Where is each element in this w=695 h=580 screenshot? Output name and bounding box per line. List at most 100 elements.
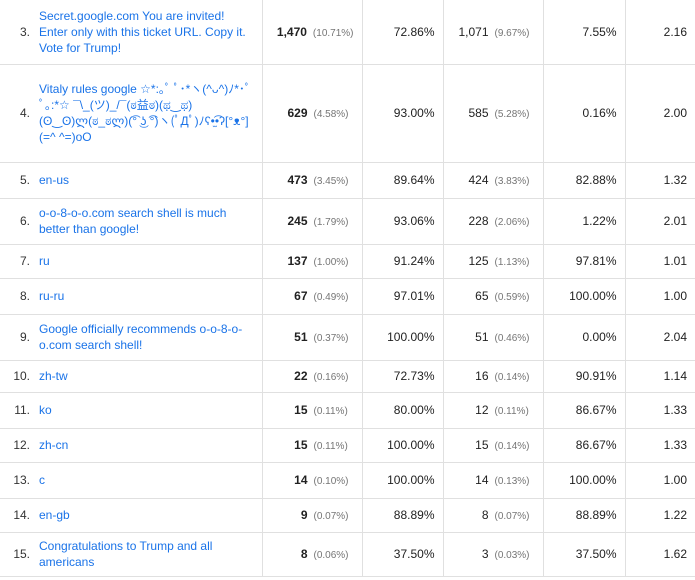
- new-users-percent: (0.59%): [494, 292, 530, 303]
- new-users-percent: (0.14%): [494, 372, 530, 383]
- pages-per-session-cell: 1.01: [625, 244, 695, 279]
- new-users-cell: 585 (5.28%): [443, 64, 544, 163]
- users-cell: 14 (0.10%): [262, 462, 363, 499]
- users-cell: 15 (0.11%): [262, 428, 363, 463]
- new-users-percent: (5.28%): [494, 109, 530, 120]
- new-sessions-cell: 72.73%: [362, 360, 444, 393]
- table-row: 10. zh-tw 22 (0.16%) 72.73% 16 (0.14%) 90.…: [0, 360, 695, 393]
- new-users-value: 3: [481, 547, 489, 561]
- table-row: 7. ru 137 (1.00%) 91.24% 125 (1.13%) 97.81…: [0, 244, 695, 279]
- language-link[interactable]: ru: [39, 254, 50, 268]
- bounce-rate-cell: 0.16%: [543, 64, 626, 163]
- pages-per-session-cell: 1.33: [625, 392, 695, 429]
- row-number: 9.: [0, 314, 32, 361]
- language-link[interactable]: en-gb: [39, 508, 70, 522]
- table-row: 3. Secret.google.com You are invited! En…: [0, 0, 695, 65]
- users-percent: (4.58%): [313, 109, 349, 120]
- users-cell: 137 (1.00%): [262, 244, 363, 279]
- table-row: 4. Vitaly rules google ☆*:｡ﾟ ﾟ･*ヽ(^ᴗ^)ﾉ*…: [0, 64, 695, 163]
- pages-per-session-cell: 2.01: [625, 198, 695, 245]
- language-link[interactable]: zh-cn: [39, 438, 69, 452]
- new-users-percent: (0.46%): [494, 333, 530, 344]
- language-link[interactable]: Congratulations to Trump and all america…: [39, 539, 213, 569]
- bounce-rate-cell: 88.89%: [543, 498, 626, 533]
- new-users-cell: 12 (0.11%): [443, 392, 544, 429]
- new-sessions-cell: 37.50%: [362, 532, 444, 577]
- new-sessions-cell: 97.01%: [362, 278, 444, 315]
- new-sessions-value: 100.00%: [387, 330, 435, 344]
- language-cell: o-o-8-o-o.com search shell is much bette…: [32, 198, 263, 245]
- users-value: 245: [287, 214, 308, 228]
- language-link[interactable]: c: [39, 473, 45, 487]
- language-link[interactable]: Secret.google.com You are invited! Enter…: [39, 8, 246, 55]
- pages-per-session-value: 1.32: [663, 173, 687, 187]
- new-users-percent: (3.83%): [494, 176, 530, 187]
- users-cell: 8 (0.06%): [262, 532, 363, 577]
- language-link[interactable]: en-us: [39, 173, 70, 187]
- new-users-value: 8: [481, 508, 489, 522]
- language-link[interactable]: ru-ru: [39, 289, 65, 303]
- table-row: 11. ko 15 (0.11%) 80.00% 12 (0.11%) 86.67%…: [0, 392, 695, 429]
- bounce-rate-cell: 90.91%: [543, 360, 626, 393]
- bounce-rate-value: 97.81%: [575, 254, 617, 268]
- users-cell: 9 (0.07%): [262, 498, 363, 533]
- pages-per-session-cell: 1.00: [625, 462, 695, 499]
- language-cell: c: [32, 462, 263, 499]
- row-number: 5.: [0, 162, 32, 199]
- new-users-cell: 65 (0.59%): [443, 278, 544, 315]
- row-number: 10.: [0, 360, 32, 393]
- language-cell: Vitaly rules google ☆*:｡ﾟ ﾟ･*ヽ(^ᴗ^)ﾉ*･ﾟ …: [32, 64, 263, 163]
- language-link[interactable]: ko: [39, 403, 52, 417]
- new-sessions-value: 97.01%: [393, 289, 435, 303]
- pages-per-session-value: 1.00: [663, 473, 687, 487]
- new-users-value: 228: [468, 214, 489, 228]
- new-users-cell: 424 (3.83%): [443, 162, 544, 199]
- pages-per-session-cell: 1.33: [625, 428, 695, 463]
- new-sessions-value: 93.06%: [393, 214, 435, 228]
- new-users-cell: 228 (2.06%): [443, 198, 544, 245]
- bounce-rate-cell: 86.67%: [543, 428, 626, 463]
- table-row: 9. Google officially recommends o-o-8-o-…: [0, 314, 695, 361]
- new-users-value: 424: [468, 173, 489, 187]
- users-percent: (1.79%): [313, 217, 349, 228]
- new-users-value: 16: [475, 369, 489, 383]
- row-number: 11.: [0, 392, 32, 429]
- new-sessions-value: 80.00%: [393, 403, 435, 417]
- pages-per-session-cell: 2.16: [625, 0, 695, 65]
- language-link[interactable]: Vitaly rules google ☆*:｡ﾟ ﾟ･*ヽ(^ᴗ^)ﾉ*･ﾟ …: [39, 82, 251, 144]
- new-sessions-value: 93.00%: [393, 106, 435, 120]
- bounce-rate-cell: 7.55%: [543, 0, 626, 65]
- users-percent: (0.49%): [313, 292, 349, 303]
- pages-per-session-value: 1.33: [663, 403, 687, 417]
- bounce-rate-cell: 100.00%: [543, 278, 626, 315]
- table-row: 8. ru-ru 67 (0.49%) 97.01% 65 (0.59%) 100.…: [0, 278, 695, 315]
- users-percent: (10.71%): [312, 27, 354, 39]
- bounce-rate-value: 86.67%: [575, 403, 617, 417]
- new-sessions-value: 100.00%: [387, 438, 435, 452]
- language-link[interactable]: o-o-8-o-o.com search shell is much bette…: [39, 206, 227, 236]
- language-cell: Congratulations to Trump and all america…: [32, 532, 263, 577]
- new-users-percent: (2.06%): [494, 217, 530, 228]
- users-percent: (0.10%): [313, 476, 349, 487]
- language-cell: ru: [32, 244, 263, 279]
- row-number: 4.: [0, 64, 32, 163]
- pages-per-session-value: 1.01: [663, 254, 687, 268]
- new-users-cell: 15 (0.14%): [443, 428, 544, 463]
- users-cell: 629 (4.58%): [262, 64, 363, 163]
- language-link[interactable]: Google officially recommends o-o-8-o-o.c…: [39, 322, 243, 352]
- row-number: 14.: [0, 498, 32, 533]
- pages-per-session-value: 1.33: [663, 438, 687, 452]
- table-row: 14. en-gb 9 (0.07%) 88.89% 8 (0.07%) 88.89…: [0, 498, 695, 533]
- pages-per-session-value: 2.04: [663, 330, 687, 344]
- language-cell: Secret.google.com You are invited! Enter…: [32, 0, 263, 65]
- pages-per-session-cell: 1.00: [625, 278, 695, 315]
- row-number: 12.: [0, 428, 32, 463]
- bounce-rate-cell: 0.00%: [543, 314, 626, 361]
- new-users-value: 15: [475, 438, 489, 452]
- pages-per-session-value: 1.14: [663, 369, 687, 383]
- row-number: 15.: [0, 532, 32, 577]
- language-link[interactable]: zh-tw: [39, 369, 68, 383]
- new-sessions-cell: 100.00%: [362, 462, 444, 499]
- table-row: 13. c 14 (0.10%) 100.00% 14 (0.13%) 100.00…: [0, 462, 695, 499]
